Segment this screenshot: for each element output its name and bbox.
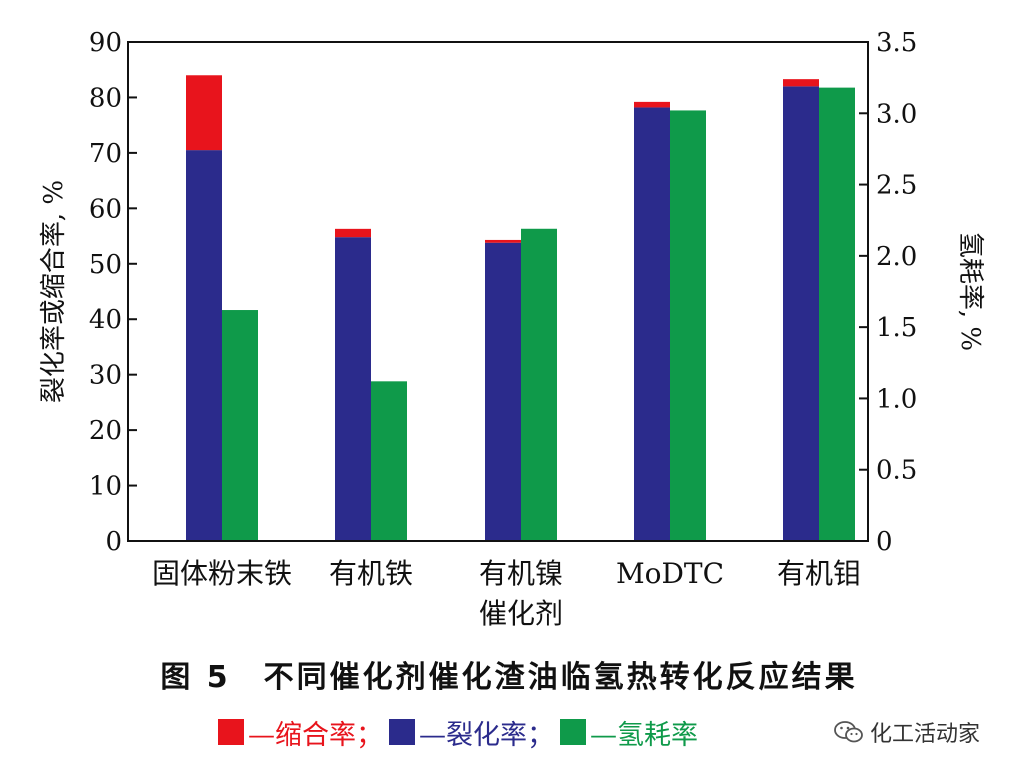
legend-swatch-condensation xyxy=(218,719,244,745)
left-tick-label: 50 xyxy=(89,250,122,280)
left-tick-label: 20 xyxy=(89,416,122,446)
legend-swatch-cracking xyxy=(389,719,415,745)
right-tick-label: 1.0 xyxy=(876,384,917,414)
right-tick-label: 1.5 xyxy=(876,313,917,343)
bar-hydrogen-consumption xyxy=(819,87,855,541)
left-tick-label: 30 xyxy=(89,361,122,391)
bar-cracking-rate xyxy=(485,242,521,541)
right-tick-label: 3.5 xyxy=(876,28,917,58)
bar-cracking-rate xyxy=(335,237,371,542)
left-tick-label: 90 xyxy=(89,28,122,58)
bar-hydrogen-consumption xyxy=(670,110,706,541)
bar-cracking-rate xyxy=(186,150,222,541)
legend-swatch-hydrogen xyxy=(560,719,586,745)
category-label: 固体粉末铁 xyxy=(152,557,292,590)
right-tick-label: 2.0 xyxy=(876,242,917,272)
bar-cracking-rate xyxy=(634,107,670,542)
legend-label-hydrogen: —氢耗率 xyxy=(590,719,698,751)
category-label: 有机铁 xyxy=(329,557,413,590)
category-label: 催化剂 xyxy=(479,597,563,630)
right-tick-label: 3.0 xyxy=(876,99,917,129)
category-label: 有机钼 xyxy=(777,557,861,590)
bar-condensation-rate xyxy=(186,75,222,151)
source-watermark: 化工活动家 xyxy=(834,712,980,752)
left-tick-label: 80 xyxy=(89,83,122,113)
legend-item-condensation: —缩合率； xyxy=(218,713,383,752)
left-tick-label: 70 xyxy=(89,139,122,169)
chart: 0 10 20 30 40 50 60 70 80 90 0 0.5 1.0 1.5 2.0 2.5 3.0 3.… xyxy=(39,28,985,630)
legend: —缩合率； —裂化率； —氢耗率 xyxy=(218,712,704,752)
right-axis-title: 氢耗率, % xyxy=(955,232,985,351)
bar-condensation-rate xyxy=(634,101,670,108)
right-tick-label: 0.5 xyxy=(876,456,917,486)
legend-item-cracking: —裂化率； xyxy=(389,713,554,752)
left-tick-label: 10 xyxy=(89,472,122,502)
left-tick-label: 60 xyxy=(89,194,122,224)
bar-hydrogen-consumption xyxy=(222,310,258,541)
left-axis-title: 裂化率或缩合率, % xyxy=(39,180,69,403)
bar-hydrogen-consumption xyxy=(521,228,557,542)
right-tick-label: 2.5 xyxy=(876,171,917,201)
bar-cracking-rate xyxy=(783,86,819,541)
right-tick-label: 0 xyxy=(876,527,893,557)
bar-hydrogen-consumption xyxy=(371,381,407,541)
category-label: MoDTC xyxy=(616,557,724,590)
plot-area: 0 10 20 30 40 50 60 70 80 90 0 0.5 1.0 1.5 2.0 2.5 3.0 3.… xyxy=(39,28,985,630)
wechat-icon xyxy=(834,721,863,743)
legend-label-condensation: —缩合率； xyxy=(248,719,383,751)
left-tick-label: 0 xyxy=(105,527,122,557)
category-label: 有机镍 xyxy=(479,557,563,590)
legend-item-hydrogen: —氢耗率 xyxy=(560,713,698,752)
bar-condensation-rate xyxy=(783,79,819,87)
left-tick-label: 40 xyxy=(89,305,122,335)
legend-label-cracking: —裂化率； xyxy=(419,719,554,751)
watermark-label: 化工活动家 xyxy=(869,722,980,747)
figure-title: 图 5 不同催化剂催化渣油临氢热转化反应结果 xyxy=(160,660,858,695)
bar-condensation-rate xyxy=(335,228,371,238)
bar-condensation-rate xyxy=(485,239,521,243)
